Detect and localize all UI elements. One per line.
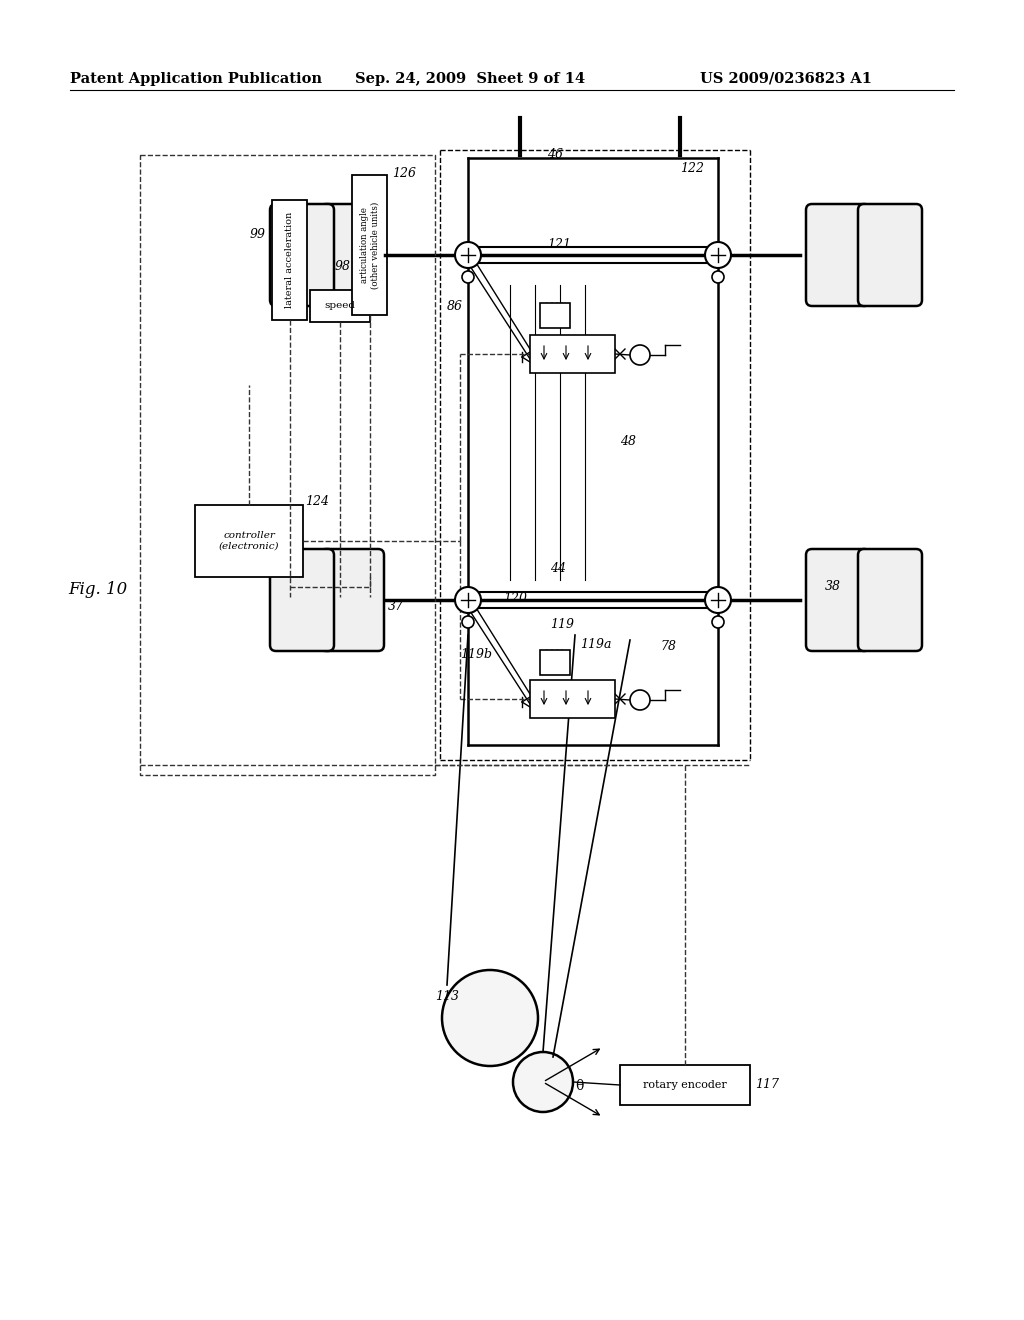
FancyBboxPatch shape	[319, 549, 384, 651]
Bar	[620, 1065, 750, 1105]
Text: 124: 124	[305, 495, 329, 508]
Text: 113: 113	[435, 990, 459, 1003]
Text: 122: 122	[680, 162, 705, 176]
Circle shape	[455, 242, 481, 268]
Text: lateral acceleration: lateral acceleration	[285, 213, 294, 308]
Circle shape	[442, 970, 538, 1067]
Text: articulation angle
(other vehicle units): articulation angle (other vehicle units)	[359, 202, 379, 289]
Bar	[272, 201, 307, 319]
Text: 48: 48	[620, 436, 636, 447]
Circle shape	[462, 616, 474, 628]
FancyBboxPatch shape	[270, 549, 334, 651]
Bar	[352, 176, 387, 315]
Text: 38: 38	[825, 579, 841, 593]
FancyBboxPatch shape	[806, 549, 870, 651]
Text: 98: 98	[335, 260, 351, 273]
Text: US 2009/0236823 A1: US 2009/0236823 A1	[700, 73, 872, 86]
Circle shape	[462, 271, 474, 282]
Text: 44: 44	[550, 562, 566, 576]
Bar	[540, 649, 570, 675]
Circle shape	[712, 616, 724, 628]
Bar	[530, 680, 615, 718]
Circle shape	[630, 690, 650, 710]
Bar	[310, 290, 370, 322]
Text: 37: 37	[388, 601, 404, 612]
Text: 78: 78	[660, 640, 676, 653]
Bar	[195, 506, 303, 577]
Text: 86: 86	[447, 300, 463, 313]
FancyBboxPatch shape	[806, 205, 870, 306]
Circle shape	[705, 242, 731, 268]
Circle shape	[712, 271, 724, 282]
Text: rotary encoder: rotary encoder	[643, 1080, 727, 1090]
Text: 119: 119	[550, 618, 574, 631]
Circle shape	[705, 587, 731, 612]
FancyBboxPatch shape	[270, 205, 334, 306]
Text: 121: 121	[547, 238, 571, 251]
Text: Patent Application Publication: Patent Application Publication	[70, 73, 322, 86]
Text: Fig. 10: Fig. 10	[68, 582, 127, 598]
Bar	[540, 304, 570, 327]
Circle shape	[513, 1052, 573, 1111]
Text: speed: speed	[325, 301, 355, 310]
Text: 99: 99	[250, 228, 266, 242]
Circle shape	[630, 345, 650, 366]
Text: θ: θ	[575, 1078, 584, 1093]
Text: 119b: 119b	[460, 648, 492, 661]
Text: controller
(electronic): controller (electronic)	[219, 531, 280, 550]
Text: 126: 126	[392, 168, 416, 180]
FancyBboxPatch shape	[858, 205, 922, 306]
FancyBboxPatch shape	[858, 549, 922, 651]
Circle shape	[455, 587, 481, 612]
Bar	[530, 335, 615, 374]
Text: 119a: 119a	[580, 638, 611, 651]
Text: Sep. 24, 2009  Sheet 9 of 14: Sep. 24, 2009 Sheet 9 of 14	[355, 73, 585, 86]
Text: 117: 117	[755, 1078, 779, 1092]
Text: 46: 46	[547, 148, 563, 161]
FancyBboxPatch shape	[319, 205, 384, 306]
Text: 120: 120	[503, 591, 527, 605]
